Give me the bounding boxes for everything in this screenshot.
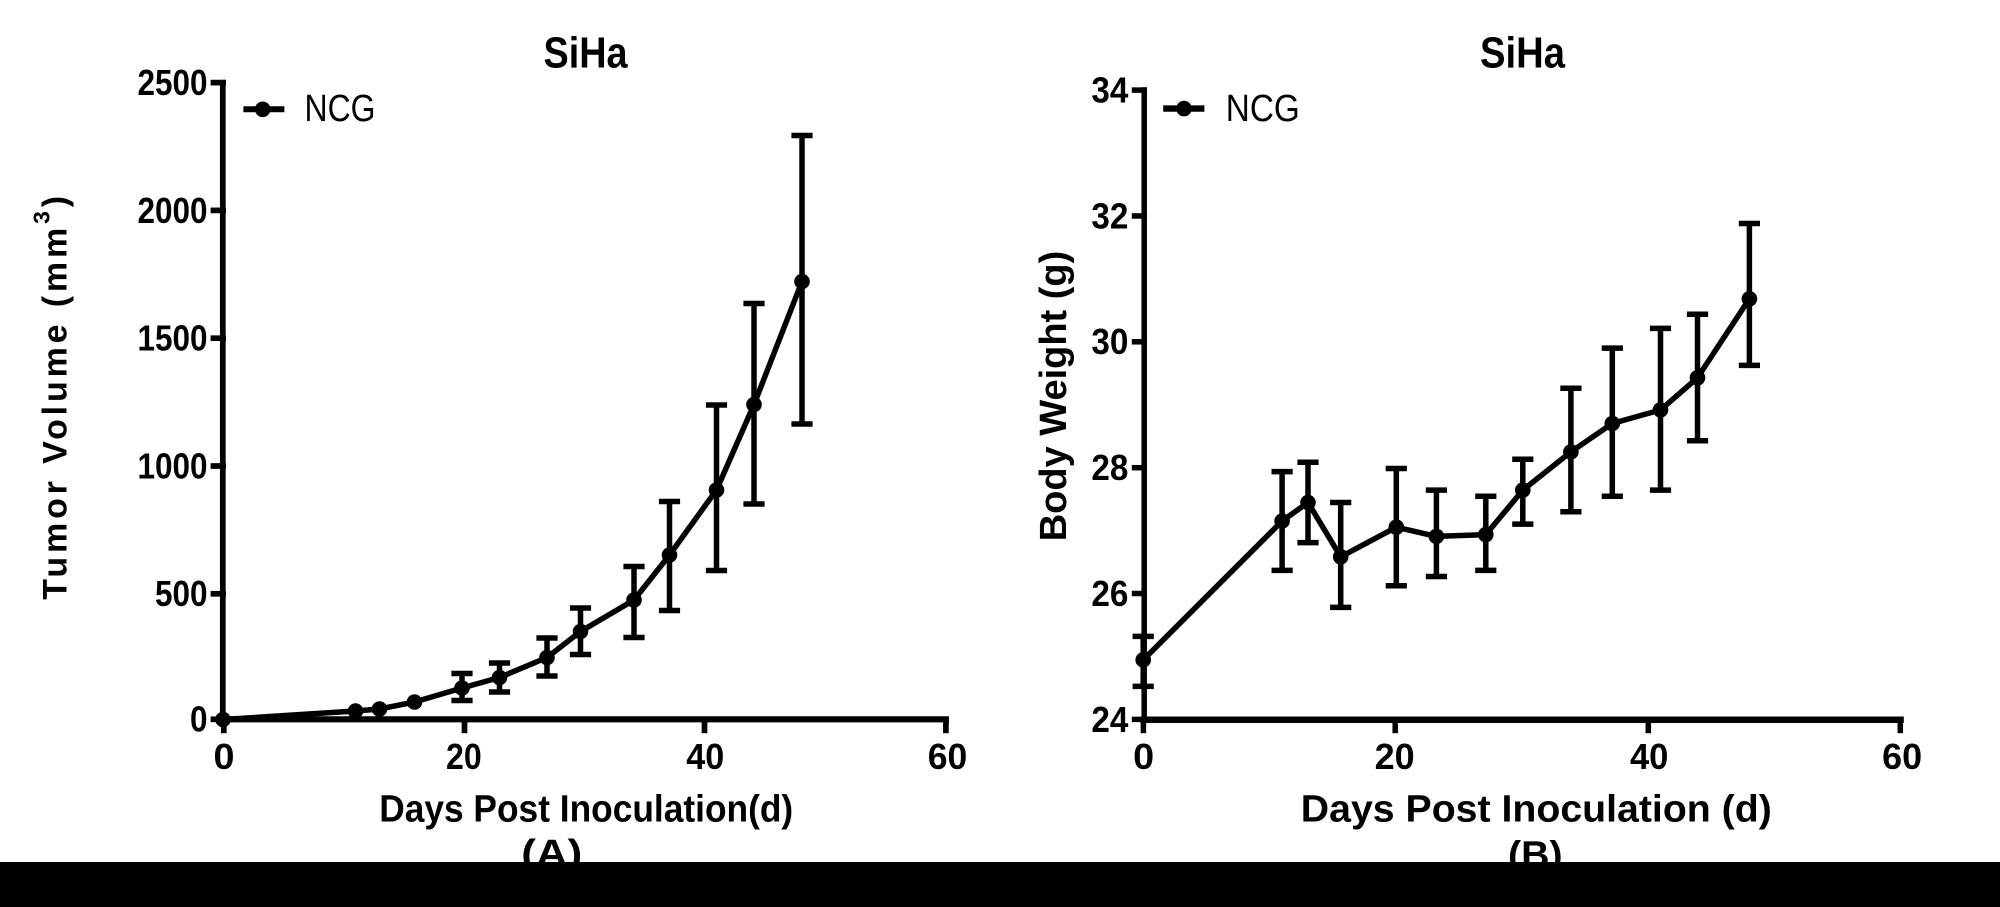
svg-text:SiHa: SiHa [1480, 29, 1565, 78]
svg-text:0: 0 [1133, 736, 1154, 777]
svg-text:NCG: NCG [305, 88, 376, 130]
svg-text:24: 24 [1091, 699, 1128, 740]
svg-text:Days Post Inoculation (d): Days Post Inoculation (d) [1301, 789, 1772, 831]
svg-text:SiHa: SiHa [544, 29, 628, 78]
svg-text:40: 40 [1630, 736, 1669, 777]
svg-text:34: 34 [1091, 70, 1128, 111]
svg-text:Tumor Volume (mm3): Tumor Volume (mm3) [29, 192, 75, 600]
svg-text:Body Weight (g): Body Weight (g) [1033, 251, 1075, 542]
svg-text:0: 0 [214, 736, 235, 777]
svg-text:1500: 1500 [138, 318, 208, 359]
svg-text:500: 500 [155, 573, 208, 614]
svg-text:2000: 2000 [138, 190, 208, 231]
svg-text:32: 32 [1091, 195, 1128, 236]
svg-text:20: 20 [1375, 736, 1415, 777]
svg-text:20: 20 [446, 736, 482, 777]
svg-text:1000: 1000 [138, 445, 208, 486]
svg-text:0: 0 [190, 699, 208, 740]
svg-text:(B): (B) [1508, 835, 1563, 877]
svg-text:60: 60 [928, 736, 968, 777]
svg-text:60: 60 [1882, 736, 1922, 777]
svg-text:28: 28 [1091, 447, 1128, 488]
svg-text:(A): (A) [521, 833, 582, 875]
svg-text:30: 30 [1091, 321, 1128, 362]
svg-text:40: 40 [686, 736, 724, 777]
svg-text:2500: 2500 [138, 62, 208, 103]
svg-text:NCG: NCG [1226, 88, 1300, 130]
svg-text:26: 26 [1091, 573, 1128, 614]
svg-text:Days Post Inoculation(d): Days Post Inoculation(d) [379, 789, 793, 831]
